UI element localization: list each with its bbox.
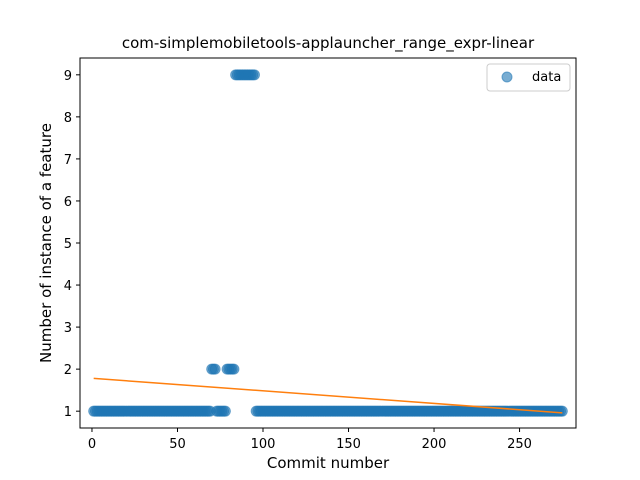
x-tick-label: 250 bbox=[507, 437, 532, 452]
legend: data bbox=[486, 63, 571, 92]
legend-marker-data bbox=[501, 71, 513, 83]
x-tick-label: 50 bbox=[169, 437, 186, 452]
y-tick-label: 9 bbox=[64, 69, 72, 84]
y-tick-label: 1 bbox=[64, 405, 72, 420]
y-axis-title: Number of instance of a feature bbox=[37, 123, 55, 363]
chart-title: com-simplemobiletools-applauncher_range_… bbox=[122, 34, 535, 53]
legend-label-data: data bbox=[532, 70, 561, 85]
y-tick-label: 8 bbox=[64, 111, 72, 126]
legend-box bbox=[486, 63, 571, 92]
data-point bbox=[209, 363, 221, 375]
x-tick-label: 200 bbox=[422, 437, 447, 452]
y-tick-label: 3 bbox=[64, 321, 72, 336]
y-tick-label: 5 bbox=[64, 237, 72, 252]
data-point bbox=[228, 363, 240, 375]
fit-line-layer bbox=[93, 377, 563, 414]
points-layer bbox=[88, 69, 568, 417]
data-point bbox=[219, 405, 231, 417]
x-axis: 0 50 100 150 200 250 bbox=[88, 428, 532, 452]
y-tick-label: 7 bbox=[64, 153, 72, 168]
y-tick-label: 6 bbox=[64, 195, 72, 210]
y-tick-label: 4 bbox=[64, 279, 72, 294]
y-axis: 1 2 3 4 5 6 7 8 9 bbox=[64, 69, 80, 420]
x-axis-title: Commit number bbox=[267, 454, 390, 472]
x-tick-label: 150 bbox=[336, 437, 361, 452]
fit-line bbox=[93, 377, 563, 414]
data-point bbox=[556, 405, 568, 417]
x-tick-label: 0 bbox=[88, 437, 96, 452]
data-point bbox=[248, 69, 260, 81]
x-tick-label: 100 bbox=[251, 437, 276, 452]
y-tick-label: 2 bbox=[64, 363, 72, 378]
